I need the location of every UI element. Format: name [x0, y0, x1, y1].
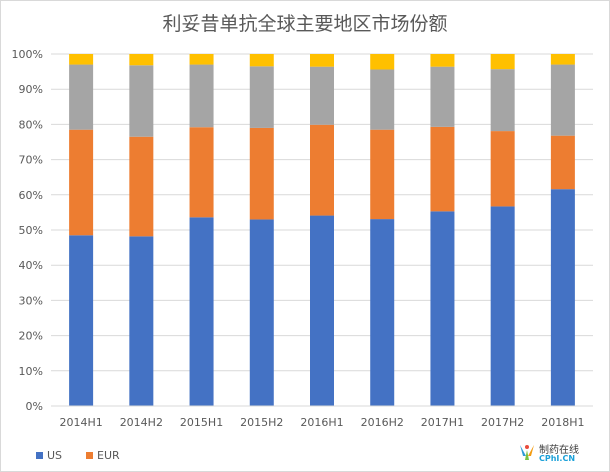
- x-tick-label: 2017H2: [481, 416, 524, 429]
- y-tick-label: 30%: [19, 294, 43, 307]
- bar-segment-series-4: [370, 54, 395, 70]
- x-tick-label: 2016H2: [361, 416, 404, 429]
- bar-segment-series-4: [249, 54, 274, 67]
- y-axis: 0% 10% 20% 30% 40% 50% 60% 70% 80% 90% 100%: [12, 48, 43, 413]
- y-tick-label: 0%: [26, 400, 43, 413]
- y-tick-label: 60%: [19, 189, 43, 202]
- bar-segment-series-4: [69, 54, 94, 65]
- bar-segment-series-4: [490, 54, 515, 70]
- x-tick-label: 2017H1: [421, 416, 464, 429]
- bar-segment-eur: [430, 126, 455, 212]
- x-tick-label: 2016H1: [300, 416, 343, 429]
- bar-segment-series-3: [69, 64, 94, 130]
- bar-segment-eur: [189, 127, 214, 218]
- bar-segment-us: [550, 189, 575, 406]
- legend-label: EUR: [97, 449, 120, 462]
- bar-segment-us: [370, 219, 395, 406]
- bar-segment-eur: [69, 129, 94, 236]
- bar-segment-series-3: [310, 66, 334, 125]
- y-tick-label: 90%: [19, 83, 43, 96]
- y-tick-label: 10%: [19, 365, 43, 378]
- bar-segment-eur: [129, 136, 154, 237]
- y-tick-label: 50%: [19, 224, 43, 237]
- legend-label: US: [47, 449, 62, 462]
- logo-url: CPhI.CN: [539, 454, 576, 463]
- bar-segment-series-3: [370, 69, 395, 130]
- bar-segment-us: [129, 236, 154, 406]
- bar-segment-eur: [249, 127, 274, 220]
- y-tick-label: 70%: [19, 154, 43, 167]
- bar-segment-series-4: [550, 54, 575, 65]
- bar-segment-series-4: [310, 54, 334, 67]
- bar-segment-us: [249, 219, 274, 406]
- y-tick-label: 40%: [19, 259, 43, 272]
- bar-segment-series-4: [430, 54, 455, 67]
- bar-segment-eur: [490, 131, 515, 207]
- bar-segment-us: [430, 211, 455, 406]
- x-tick-label: 2018H1: [541, 416, 584, 429]
- legend: US EUR: [36, 449, 120, 462]
- x-axis: 2014H1 2014H2 2015H1 2015H2 2016H1 2016H2 2017…: [51, 405, 593, 429]
- bar-segment-series-3: [430, 66, 455, 127]
- y-tick-label: 100%: [12, 48, 43, 61]
- bar-segment-us: [310, 215, 334, 406]
- x-tick-label: 2015H2: [240, 416, 283, 429]
- bar-segment-series-3: [129, 65, 154, 137]
- x-tick-label: 2014H1: [59, 416, 102, 429]
- x-tick-label: 2015H1: [180, 416, 223, 429]
- bar-segment-us: [189, 217, 214, 406]
- y-tick-label: 20%: [19, 330, 43, 343]
- bar-segment-series-3: [189, 64, 214, 128]
- bar-segment-eur: [550, 135, 575, 190]
- chart-title: 利妥昔单抗全球主要地区市场份额: [162, 13, 447, 35]
- y-tick-label: 80%: [19, 118, 43, 131]
- logo-name: 制药在线: [539, 445, 579, 456]
- bar-segment-series-3: [249, 66, 274, 128]
- x-tick-label: 2014H2: [120, 416, 163, 429]
- bar-segment-eur: [310, 124, 334, 216]
- legend-swatch: [86, 452, 93, 459]
- bar-segment-us: [490, 206, 515, 406]
- logo-mark-icon: [520, 445, 534, 460]
- bars: [69, 54, 575, 406]
- bar-segment-us: [69, 235, 94, 406]
- bar-segment-series-4: [129, 54, 154, 66]
- cphi-logo: 制药在线 CPhI.CN: [518, 441, 606, 467]
- bar-segment-series-4: [189, 54, 214, 65]
- legend-swatch: [36, 452, 43, 459]
- bar-segment-series-3: [550, 64, 575, 136]
- bar-segment-series-3: [490, 69, 515, 132]
- bar-segment-eur: [370, 129, 395, 220]
